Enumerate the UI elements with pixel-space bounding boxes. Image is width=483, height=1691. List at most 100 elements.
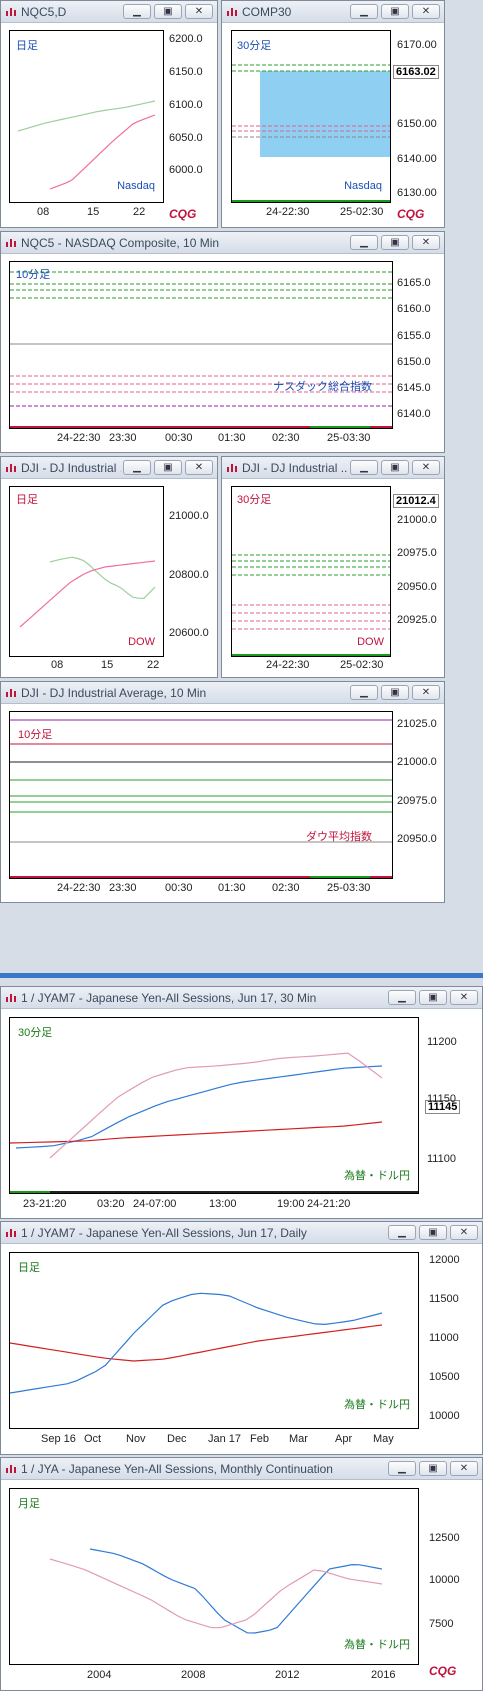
maximize-button[interactable]: ▣ (419, 1225, 447, 1240)
instrument-name: DOW (128, 636, 155, 648)
session-bar (310, 876, 370, 878)
maximize-button[interactable]: ▣ (419, 1461, 447, 1476)
y-label: 11150 (427, 1093, 456, 1105)
close-button[interactable]: ✕ (185, 4, 213, 19)
plot-area[interactable]: 10分足 ナスダック総合指数 (9, 261, 393, 429)
x-label: 23:30 (109, 882, 137, 894)
close-button[interactable]: ✕ (450, 1225, 478, 1240)
plot-area[interactable]: 10分足 ダウ平均指数 (9, 711, 393, 879)
x-label: 00:30 (165, 432, 193, 444)
moving-average-short (49, 556, 156, 600)
chart-window-dji-daily: DJI - DJ Industrial ... ▁ ▣ ✕ 日足 DOW 21000.… (0, 456, 218, 678)
moving-average-short (17, 100, 156, 132)
plot-area[interactable]: 月足 為替・ドル円 (9, 1488, 419, 1665)
x-label: 24-07:00 (133, 1198, 177, 1210)
x-label: 24-22:30 (266, 659, 310, 671)
x-label: 24-22:30 (57, 432, 101, 444)
instrument-name: 為替・ドル円 (344, 1639, 410, 1651)
highlight-zone (260, 71, 390, 157)
instrument-name: Nasdaq (117, 180, 155, 192)
title-bar[interactable]: 1 / JYA - Japanese Yen-All Sessions, Mon… (1, 1458, 482, 1480)
window-title: DJI - DJ Industrial Average, 10 Min (21, 686, 207, 700)
instrument-name: 為替・ドル円 (344, 1399, 410, 1411)
y-label: 10000 (429, 1410, 460, 1422)
y-label: 6170.00 (397, 39, 437, 51)
x-label: Feb (250, 1433, 269, 1445)
maximize-button[interactable]: ▣ (419, 990, 447, 1005)
close-button[interactable]: ✕ (450, 1461, 478, 1476)
maximize-button[interactable]: ▣ (381, 685, 409, 700)
title-bar[interactable]: 1 / JYAM7 - Japanese Yen-All Sessions, J… (1, 987, 482, 1009)
plot-area[interactable]: 30分足 DOW (231, 486, 391, 657)
y-label: 20950.0 (397, 581, 437, 593)
x-label: 15 (87, 206, 100, 218)
title-bar[interactable]: DJI - DJ Industrial Average, 10 Min ▁ ▣ ✕ (1, 682, 444, 704)
x-label: Mar (289, 1433, 308, 1445)
plot-area[interactable]: 日足 DOW (9, 486, 164, 657)
plot-area[interactable]: 日足 為替・ドル円 (9, 1252, 419, 1429)
minimize-button[interactable]: ▁ (350, 4, 378, 19)
session-bar (10, 876, 392, 878)
close-button[interactable]: ✕ (412, 4, 440, 19)
y-label: 6100.0 (169, 99, 203, 111)
y-label: 6155.0 (397, 330, 431, 342)
x-label: Oct (84, 1433, 102, 1445)
plot-area[interactable]: 30分足 Nasdaq (231, 30, 391, 203)
minimize-button[interactable]: ▁ (388, 1225, 416, 1240)
instrument-name: Nasdaq (344, 180, 382, 192)
y-label: 20600.0 (169, 627, 209, 639)
x-label: 01:30 (218, 882, 246, 894)
y-label: 21000.0 (397, 514, 437, 526)
plot-area[interactable]: 日足 Nasdaq (9, 30, 164, 203)
chart-window-nqc5-daily: NQC5,D ▁ ▣ ✕ 日足 Nasdaq 6200.0 6150.0 6100.0… (0, 0, 218, 228)
instrument-name: 為替・ドル円 (344, 1170, 410, 1182)
y-label: 10000 (429, 1574, 460, 1586)
instrument-name: ダウ平均指数 (306, 831, 372, 843)
chart-icon (227, 464, 237, 472)
title-bar[interactable]: DJI - DJ Industrial ... ▁ ▣ ✕ (1, 457, 217, 479)
timeframe-label: 月足 (18, 1498, 40, 1510)
maximize-button[interactable]: ▣ (154, 4, 182, 19)
close-button[interactable]: ✕ (185, 460, 213, 475)
moving-average-long (49, 114, 156, 190)
title-bar[interactable]: NQC5,D ▁ ▣ ✕ (1, 1, 217, 23)
x-label: 24-22:30 (57, 882, 101, 894)
x-label: 22 (147, 659, 160, 671)
y-label: 21000.0 (169, 510, 209, 522)
close-button[interactable]: ✕ (450, 990, 478, 1005)
chart-icon (6, 8, 16, 16)
maximize-button[interactable]: ▣ (381, 4, 409, 19)
minimize-button[interactable]: ▁ (388, 990, 416, 1005)
last-price-tag: 6163.02 (393, 65, 439, 79)
x-label: 24-21:20 (307, 1198, 351, 1210)
x-label: 24-22:30 (266, 206, 310, 218)
minimize-button[interactable]: ▁ (350, 460, 378, 475)
x-label: Sep 16 (41, 1433, 76, 1445)
minimize-button[interactable]: ▁ (123, 4, 151, 19)
close-button[interactable]: ✕ (412, 685, 440, 700)
maximize-button[interactable]: ▣ (381, 235, 409, 250)
close-button[interactable]: ✕ (412, 235, 440, 250)
y-label: 21025.0 (397, 718, 437, 730)
window-title: DJI - DJ Industrial ... (21, 461, 121, 475)
title-bar[interactable]: DJI - DJ Industrial ... ▁ ▣ ✕ (222, 457, 444, 479)
minimize-button[interactable]: ▁ (123, 460, 151, 475)
maximize-button[interactable]: ▣ (381, 460, 409, 475)
timeframe-label: 30分足 (18, 1027, 53, 1039)
y-label: 11200 (427, 1036, 457, 1048)
y-label: 21000.0 (397, 756, 437, 768)
minimize-button[interactable]: ▁ (350, 685, 378, 700)
timeframe-label: 日足 (18, 1262, 40, 1274)
minimize-button[interactable]: ▁ (388, 1461, 416, 1476)
x-label: 08 (51, 659, 64, 671)
plot-area[interactable]: 30分足 為替・ドル円 (9, 1017, 419, 1194)
y-label: 11000 (429, 1332, 459, 1344)
maximize-button[interactable]: ▣ (154, 460, 182, 475)
minimize-button[interactable]: ▁ (350, 235, 378, 250)
title-bar[interactable]: COMP30 ▁ ▣ ✕ (222, 1, 444, 23)
title-bar[interactable]: 1 / JYAM7 - Japanese Yen-All Sessions, J… (1, 1222, 482, 1244)
x-label: 25-03:30 (327, 882, 371, 894)
title-bar[interactable]: NQC5 - NASDAQ Composite, 10 Min ▁ ▣ ✕ (1, 232, 444, 254)
close-button[interactable]: ✕ (412, 460, 440, 475)
session-bar (232, 654, 390, 656)
